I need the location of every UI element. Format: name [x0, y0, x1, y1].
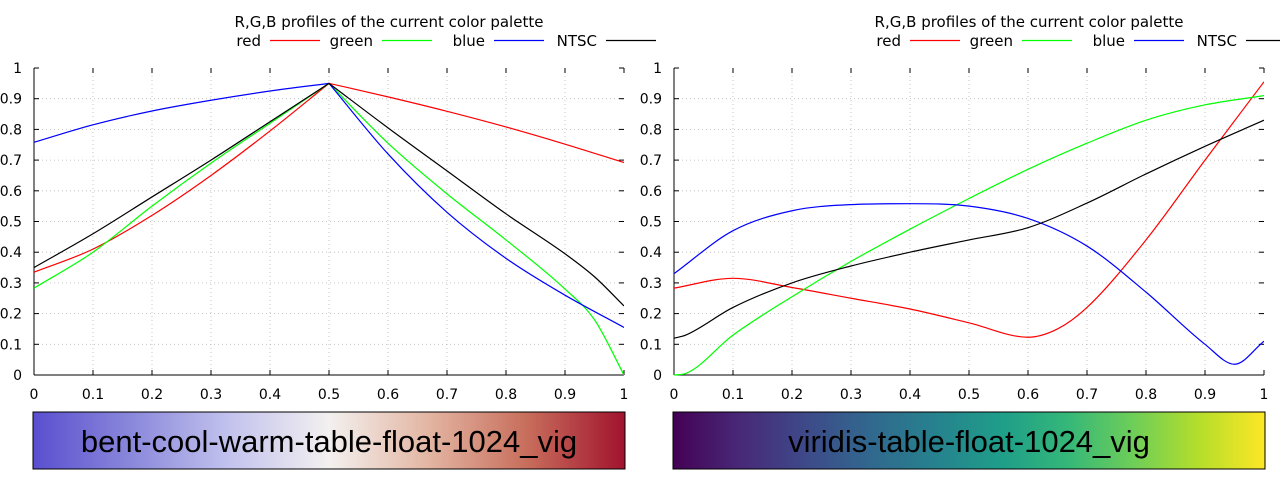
x-tick-label: 0.8	[495, 387, 517, 403]
x-tick-label: 0.2	[141, 387, 163, 403]
chart-panel-1: R,G,B profiles of the current color pale…	[0, 13, 656, 470]
y-tick-label: 0.3	[0, 276, 22, 292]
series-line-ntsc	[34, 82, 624, 307]
x-tick-label: 0.6	[1017, 387, 1039, 403]
y-tick-label: 0.4	[0, 245, 22, 261]
palette-colorbar	[672, 411, 1266, 470]
palette-colorbar	[32, 411, 626, 470]
y-tick-label: 0.8	[640, 122, 662, 138]
legend-label-blue: blue	[453, 32, 485, 50]
x-tick-label: 0.2	[781, 387, 803, 403]
legend-label-red: red	[236, 32, 261, 50]
y-tick-label: 0.2	[0, 307, 22, 323]
x-tick-label: 0	[30, 387, 39, 403]
x-tick-label: 0.3	[840, 387, 862, 403]
y-tick-label: 0.2	[640, 307, 662, 323]
y-tick-label: 0.9	[0, 92, 22, 108]
x-tick-label: 0.1	[82, 387, 104, 403]
x-tick-label: 0.9	[554, 387, 576, 403]
series-line-red	[34, 82, 624, 273]
y-tick-label: 0.8	[0, 122, 22, 138]
x-tick-label: 0	[670, 387, 679, 403]
y-tick-label: 0.5	[0, 215, 22, 231]
y-tick-label: 0.7	[640, 153, 662, 169]
legend-label-ntsc: NTSC	[557, 32, 597, 50]
x-tick-label: 0.5	[958, 387, 980, 403]
y-tick-label: 0.4	[640, 245, 662, 261]
legend-label-ntsc: NTSC	[1197, 32, 1237, 50]
x-tick-label: 0.8	[1135, 387, 1157, 403]
series-line-green	[674, 95, 1264, 376]
series-line-blue	[674, 203, 1264, 365]
x-tick-label: 0.4	[259, 387, 281, 403]
x-tick-label: 0.9	[1194, 387, 1216, 403]
legend-label-red: red	[876, 32, 901, 50]
y-tick-label: 1	[13, 61, 22, 77]
series-line-ntsc	[674, 119, 1264, 339]
x-tick-label: 0.7	[436, 387, 458, 403]
y-tick-label: 0.9	[640, 92, 662, 108]
chart-panel-2: R,G,B profiles of the current color pale…	[640, 13, 1280, 470]
x-tick-label: 0.3	[200, 387, 222, 403]
x-tick-label: 0.4	[899, 387, 921, 403]
y-tick-label: 0.7	[0, 153, 22, 169]
x-tick-label: 0.5	[318, 387, 340, 403]
legend-label-blue: blue	[1093, 32, 1125, 50]
chart-title: R,G,B profiles of the current color pale…	[235, 13, 544, 31]
palette-name-label: viridis-table-float-1024_vig	[788, 424, 1150, 459]
x-tick-label: 0.7	[1076, 387, 1098, 403]
x-tick-label: 0.6	[377, 387, 399, 403]
y-tick-label: 0.1	[0, 337, 22, 353]
y-tick-label: 0.6	[0, 184, 22, 200]
x-tick-label: 1	[620, 387, 629, 403]
y-tick-label: 0.5	[640, 215, 662, 231]
chart-title: R,G,B profiles of the current color pale…	[875, 13, 1184, 31]
y-tick-label: 0.3	[640, 276, 662, 292]
x-tick-label: 1	[1260, 387, 1269, 403]
x-tick-label: 0.1	[722, 387, 744, 403]
legend-label-green: green	[970, 32, 1013, 50]
series-line-green	[34, 82, 624, 376]
legend-label-green: green	[330, 32, 373, 50]
series-line-red	[674, 81, 1264, 338]
y-tick-label: 1	[653, 61, 662, 77]
y-tick-label: 0.1	[640, 337, 662, 353]
y-tick-label: 0	[13, 368, 22, 384]
palette-name-label: bent-cool-warm-table-float-1024_vig	[81, 424, 577, 459]
y-tick-label: 0	[653, 368, 662, 384]
y-tick-label: 0.6	[640, 184, 662, 200]
series-line-blue	[34, 82, 624, 328]
